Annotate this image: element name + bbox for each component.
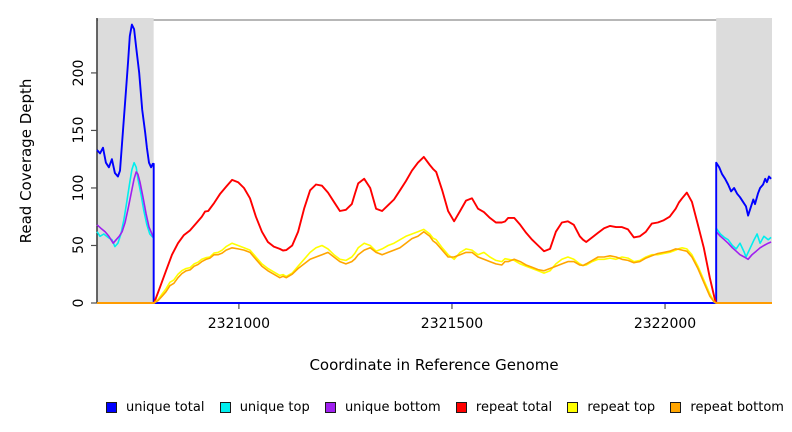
legend-item-repeat-top: repeat top	[567, 400, 655, 415]
legend-item-repeat-total: repeat total	[455, 399, 553, 415]
legend-item-unique-total: unique total	[106, 400, 204, 415]
series-unique-bottom	[96, 171, 772, 304]
legend-label: unique top	[239, 399, 310, 415]
y-tick-label-150: 150	[71, 117, 87, 144]
x-tick-label-2321500: 2321500	[420, 316, 484, 332]
legend-item-repeat-bottom: repeat bottom	[670, 400, 784, 415]
x-tick-label-2322000: 2322000	[633, 316, 697, 332]
repeat-top-swatch-icon	[567, 401, 579, 413]
unique-top-swatch-icon	[219, 401, 231, 413]
series-unique-top	[96, 161, 772, 304]
y-tick-label-100: 100	[71, 174, 87, 202]
legend-item-unique-bottom: unique bottom	[324, 399, 441, 415]
legend-item-unique-top: unique top	[219, 399, 310, 415]
masked-region-1	[716, 18, 772, 303]
legend-label: repeat bottom	[690, 399, 784, 415]
series-repeat-bottom	[97, 230, 772, 304]
y-tick-label-0: 0	[71, 298, 87, 308]
legend-label: repeat top	[587, 399, 656, 415]
y-tick-label-50: 50	[71, 236, 87, 255]
unique-bottom-swatch-icon	[324, 401, 336, 413]
legend-label: unique total	[126, 399, 205, 415]
repeat-bottom-swatch-icon	[670, 401, 682, 413]
x-axis-title: Coordinate in Reference Genome	[309, 356, 559, 374]
legend-label: unique bottom	[344, 399, 441, 415]
series-repeat-total	[97, 155, 772, 304]
y-tick-label-200: 200	[71, 59, 87, 87]
x-tick-label-2321000: 2321000	[207, 316, 271, 332]
y-axis-title: Read Coverage Depth	[17, 78, 35, 244]
unique-total-swatch-icon	[106, 401, 117, 413]
series-repeat-top	[97, 228, 772, 304]
legend-label: repeat total	[475, 399, 553, 415]
masked-region-0	[97, 18, 154, 303]
legend: unique total unique top unique bottom re…	[106, 398, 784, 416]
repeat-total-swatch-icon	[455, 401, 467, 413]
